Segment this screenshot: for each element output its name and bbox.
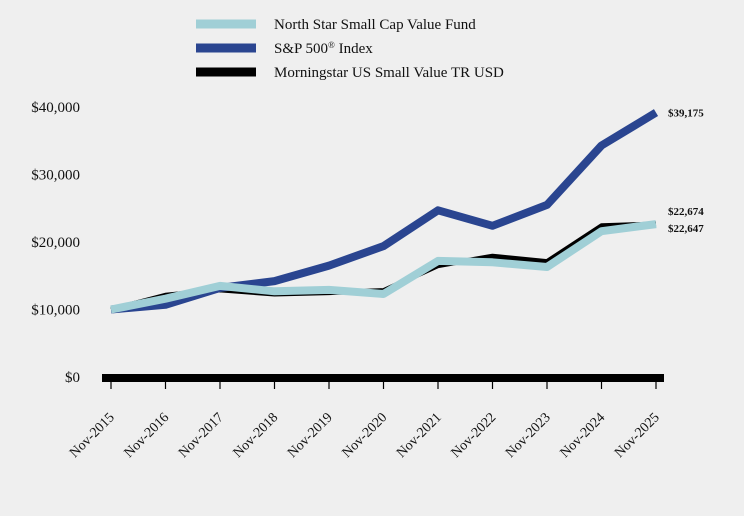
- legend-label: North Star Small Cap Value Fund: [274, 17, 476, 33]
- legend-label: S&P 500® Index: [274, 40, 373, 57]
- end-label-north-star-small-cap-value-fund: $22,647: [668, 223, 704, 235]
- x-tick-label: Nov-2023: [503, 410, 554, 461]
- x-tick-label: Nov-2022: [449, 410, 500, 461]
- x-tick-label: Nov-2015: [67, 410, 118, 461]
- y-tick-label: $40,000: [31, 100, 80, 116]
- y-tick-label: $30,000: [31, 168, 80, 184]
- legend-item-north-star-small-cap-value-fund: North Star Small Cap Value Fund: [196, 17, 476, 33]
- end-label-morningstar-us-small-value-tr-usd: $22,674: [668, 206, 704, 218]
- x-tick-label: Nov-2018: [231, 410, 282, 461]
- legend-label: Morningstar US Small Value TR USD: [274, 65, 504, 81]
- end-labels: $22,674 $39,175 $22,647: [668, 108, 704, 236]
- y-tick-label: $0: [65, 370, 80, 386]
- x-tick-label: Nov-2016: [122, 410, 173, 461]
- legend: North Star Small Cap Value Fund S&P 500® …: [196, 17, 504, 81]
- series-lines: [110, 109, 659, 314]
- series-line-north-star-small-cap-value-fund: [110, 220, 657, 314]
- series-line-s-p-500: [110, 109, 659, 314]
- y-tick-label: $10,000: [31, 303, 80, 319]
- y-axis: $0 $10,000 $20,000 $30,000 $40,000: [31, 100, 80, 386]
- legend-item-morningstar-us-small-value-tr-usd: Morningstar US Small Value TR USD: [196, 65, 504, 81]
- x-tick-label: Nov-2024: [558, 410, 609, 461]
- x-tick-label: Nov-2019: [285, 410, 336, 461]
- x-axis: Nov-2015 Nov-2016 Nov-2017 Nov-2018 Nov-2019…: [67, 374, 664, 461]
- x-tick-label: Nov-2020: [340, 410, 391, 461]
- end-label-s-p-500: $39,175: [668, 108, 704, 120]
- x-tick-label: Nov-2017: [176, 410, 227, 461]
- x-tick-label: Nov-2021: [394, 410, 445, 461]
- legend-item-s-p-500: S&P 500® Index: [196, 40, 373, 57]
- y-tick-label: $20,000: [31, 235, 80, 251]
- x-tick-label: Nov-2025: [612, 410, 663, 461]
